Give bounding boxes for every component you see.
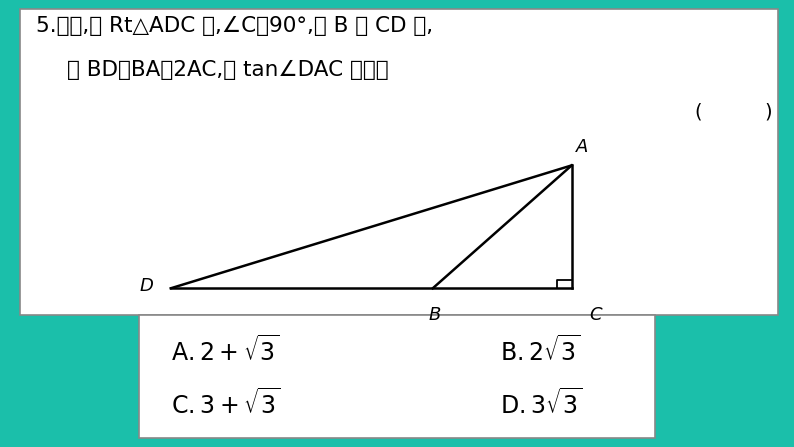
Text: C: C <box>589 306 602 324</box>
Text: 且 BD＝BA＝2AC,则 tan∠DAC 的值为: 且 BD＝BA＝2AC,则 tan∠DAC 的值为 <box>67 60 389 80</box>
Text: $\mathregular{D.3\sqrt{3}}$: $\mathregular{D.3\sqrt{3}}$ <box>500 388 582 418</box>
Text: $\mathregular{B.2\sqrt{3}}$: $\mathregular{B.2\sqrt{3}}$ <box>500 336 580 366</box>
Text: B: B <box>428 306 441 324</box>
Text: A: A <box>576 139 588 156</box>
Text: D: D <box>140 277 153 295</box>
Text: (          ): ( ) <box>695 103 773 122</box>
Text: $\mathregular{C.3+\sqrt{3}}$: $\mathregular{C.3+\sqrt{3}}$ <box>171 388 280 418</box>
Text: $\mathregular{A.2+\sqrt{3}}$: $\mathregular{A.2+\sqrt{3}}$ <box>171 336 279 366</box>
Text: 5.如图,在 Rt△ADC 中,∠C＝90°,点 B 在 CD 上,: 5.如图,在 Rt△ADC 中,∠C＝90°,点 B 在 CD 上, <box>36 16 433 36</box>
FancyBboxPatch shape <box>20 9 778 315</box>
FancyBboxPatch shape <box>139 315 655 438</box>
